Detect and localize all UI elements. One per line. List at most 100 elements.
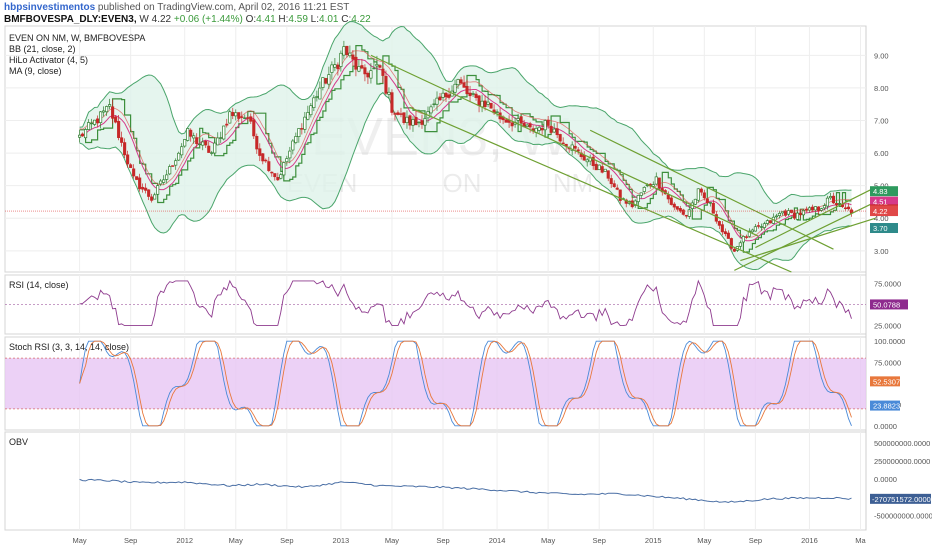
x-tick-label: 2016 bbox=[801, 536, 818, 545]
candle-body bbox=[654, 176, 658, 185]
candle-body bbox=[609, 178, 613, 185]
candle-body bbox=[699, 188, 703, 193]
legend-hilo[interactable]: HiLo Activator (4, 5) bbox=[9, 55, 89, 65]
candle-body bbox=[189, 129, 193, 137]
candle-body bbox=[768, 220, 772, 224]
trend-channel-line bbox=[734, 201, 876, 271]
candle-body bbox=[633, 200, 637, 206]
trend-channel-line bbox=[370, 54, 759, 237]
candle-body bbox=[708, 202, 712, 204]
legend-title: EVEN ON NM, W, BMFBOVESPA bbox=[9, 33, 146, 43]
candle-body bbox=[486, 101, 490, 105]
candle-body bbox=[324, 78, 328, 84]
candle-body bbox=[159, 180, 163, 185]
candle-body bbox=[321, 77, 325, 88]
candle-body bbox=[156, 185, 160, 195]
stoch-label-box bbox=[870, 400, 900, 411]
candle-body bbox=[438, 96, 442, 101]
candle-body bbox=[339, 52, 343, 67]
candle-body bbox=[153, 194, 157, 200]
rsi-title[interactable]: RSI (14, close) bbox=[9, 280, 69, 290]
candle-body bbox=[696, 188, 700, 201]
candle-body bbox=[780, 210, 784, 214]
candle-body bbox=[255, 136, 259, 150]
candle-body bbox=[525, 124, 529, 127]
candle-body bbox=[756, 225, 760, 227]
x-tick-label: May bbox=[697, 536, 711, 545]
candle-body bbox=[291, 140, 295, 151]
candle-body bbox=[759, 226, 763, 228]
candle-body bbox=[582, 154, 586, 161]
candle-body bbox=[837, 203, 842, 205]
candle-body bbox=[102, 110, 106, 113]
candle-body bbox=[552, 128, 556, 133]
candle-body bbox=[822, 205, 827, 209]
candle-body bbox=[444, 92, 448, 98]
stoch-title[interactable]: Stoch RSI (3, 3, 14, 14, close) bbox=[9, 342, 130, 352]
candle-body bbox=[738, 242, 742, 247]
candle-body bbox=[375, 64, 379, 67]
candle-body bbox=[807, 207, 811, 211]
candle-body bbox=[765, 220, 769, 224]
candle-body bbox=[393, 113, 397, 115]
candle-body bbox=[801, 209, 805, 216]
candle-body bbox=[519, 116, 523, 124]
ohlc-high-label: H: bbox=[278, 14, 289, 25]
candle-body bbox=[162, 179, 166, 183]
x-tick-label: May bbox=[541, 536, 555, 545]
candle-body bbox=[657, 177, 661, 189]
candle-body bbox=[354, 56, 358, 70]
stoch-tick-label: 0.0000 bbox=[874, 422, 897, 431]
candle-body bbox=[687, 209, 691, 217]
stoch-label: 23.8823 bbox=[873, 402, 900, 411]
candle-body bbox=[333, 64, 337, 68]
candle-body bbox=[561, 142, 565, 145]
candle-body bbox=[96, 118, 100, 124]
candle-body bbox=[684, 214, 688, 217]
candle-body bbox=[840, 204, 845, 207]
candle-body bbox=[105, 106, 109, 113]
legend-bb[interactable]: BB (21, close, 2) bbox=[9, 44, 76, 54]
candle-body bbox=[135, 176, 139, 180]
panel-frame-obv bbox=[4, 431, 867, 531]
candle-body bbox=[795, 212, 799, 220]
price-tick-label: 3.00 bbox=[874, 247, 889, 256]
candle-body bbox=[798, 212, 802, 216]
candle-body bbox=[639, 192, 643, 196]
candle-body bbox=[405, 116, 409, 124]
rsi-label-box bbox=[870, 299, 908, 310]
publisher-link[interactable]: hbpsinvestimentos bbox=[4, 2, 96, 13]
candle-body bbox=[603, 168, 607, 172]
rsi-tick-label: 25.0000 bbox=[874, 322, 901, 331]
stoch-d-line bbox=[79, 340, 852, 427]
price-label-box bbox=[870, 223, 898, 234]
candle-body bbox=[285, 158, 289, 163]
obv-tick-label: 0.0000 bbox=[874, 475, 897, 484]
symbol[interactable]: BMFBOVESPA_DLY:EVEN3, bbox=[4, 14, 137, 25]
candle-body bbox=[294, 136, 298, 143]
legend-ma[interactable]: MA (9, close) bbox=[9, 66, 62, 76]
candle-body bbox=[345, 45, 349, 55]
candle-body bbox=[741, 236, 745, 243]
obv-title[interactable]: OBV bbox=[9, 437, 29, 447]
candle-body bbox=[642, 187, 646, 192]
price-tick-label: 6.00 bbox=[874, 149, 889, 158]
candle-body bbox=[363, 67, 367, 75]
candle-body bbox=[90, 122, 94, 125]
candle-body bbox=[318, 87, 322, 100]
candle-body bbox=[222, 125, 226, 140]
candle-body bbox=[330, 64, 334, 73]
candle-body bbox=[456, 79, 460, 86]
candle-body bbox=[585, 159, 589, 163]
candle-body bbox=[213, 142, 217, 154]
stoch-band bbox=[5, 358, 866, 409]
candle-body bbox=[309, 105, 313, 116]
candle-body bbox=[474, 93, 478, 98]
candle-body bbox=[723, 231, 727, 235]
candle-body bbox=[108, 104, 112, 107]
candle-body bbox=[123, 142, 127, 156]
stoch-tick-label: 100.0000 bbox=[874, 337, 905, 346]
candle-body bbox=[843, 207, 848, 210]
candle-body bbox=[447, 94, 451, 98]
